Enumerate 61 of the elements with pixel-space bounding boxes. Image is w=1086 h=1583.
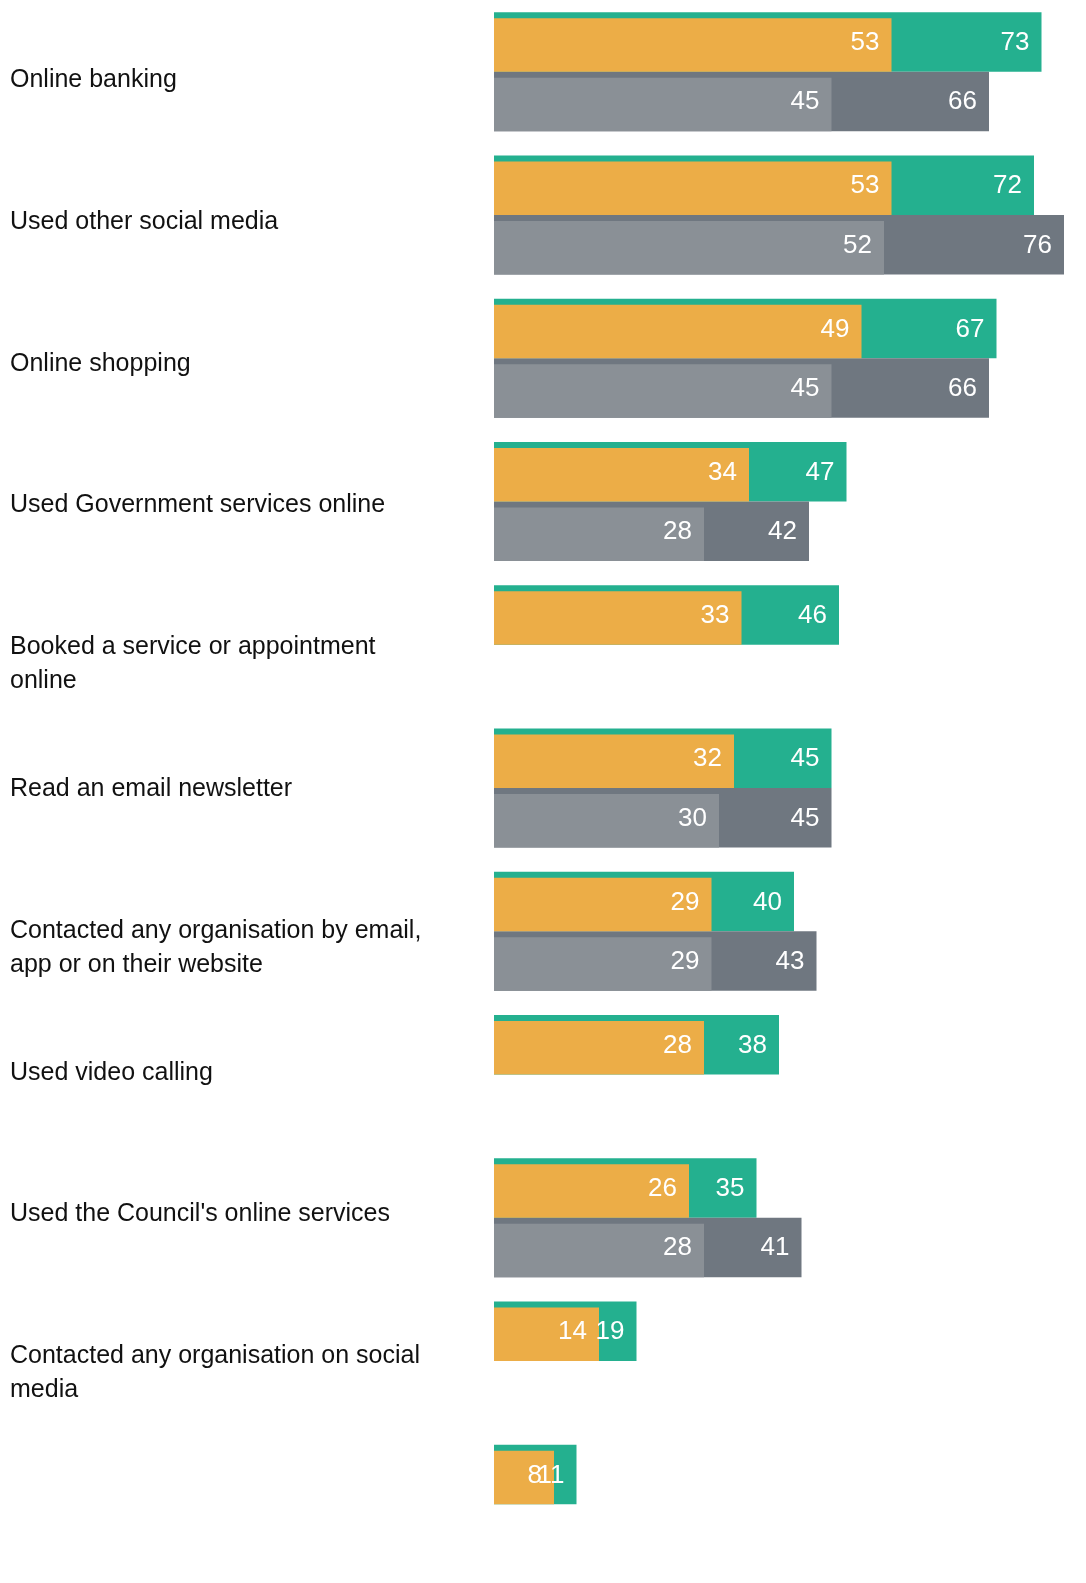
data-label: 29 xyxy=(670,944,700,975)
bar xyxy=(494,1223,704,1278)
data-label: 28 xyxy=(663,1028,692,1059)
data-label: 14 xyxy=(558,1315,587,1346)
data-label: 41 xyxy=(760,1231,790,1262)
data-label: 42 xyxy=(768,515,797,546)
y-tick-label: Read an email newsletter xyxy=(10,773,293,801)
data-label: 47 xyxy=(805,455,835,486)
data-label: 67 xyxy=(955,312,985,343)
bar xyxy=(494,304,862,359)
bar xyxy=(494,937,712,991)
bar xyxy=(494,1307,599,1361)
data-label: 73 xyxy=(1000,26,1030,57)
bar xyxy=(494,877,712,932)
bar xyxy=(494,793,719,848)
data-label: 45 xyxy=(790,371,820,402)
data-label: 26 xyxy=(648,1172,677,1203)
y-tick-label: Used other social media xyxy=(10,205,279,234)
y-tick-label: Online shopping xyxy=(10,347,191,376)
bar xyxy=(494,364,832,418)
data-label: 30 xyxy=(678,801,707,832)
bar xyxy=(494,161,892,215)
data-label: 29 xyxy=(670,885,700,916)
bar xyxy=(494,220,884,275)
data-label: 66 xyxy=(948,85,977,116)
data-label: 8 xyxy=(527,1458,542,1489)
bar xyxy=(494,507,704,561)
y-tick-label: Booked a service or appointment online xyxy=(10,631,376,694)
data-label: 38 xyxy=(738,1028,767,1059)
y-tick-label: Contacted any organisation on social media xyxy=(10,1340,420,1403)
data-label: 53 xyxy=(850,169,880,200)
y-tick-label: Used video calling xyxy=(10,1056,213,1085)
data-label: 28 xyxy=(663,1231,692,1262)
data-label: 45 xyxy=(790,801,820,832)
bar xyxy=(494,447,749,502)
y-tick-label: Used Government services online xyxy=(10,489,386,518)
data-label: 28 xyxy=(663,515,692,546)
bar xyxy=(494,77,832,132)
data-label: 43 xyxy=(775,944,805,975)
data-label: 32 xyxy=(693,742,722,773)
bar xyxy=(494,18,892,72)
data-label: 52 xyxy=(843,228,872,259)
data-label: 49 xyxy=(820,312,850,343)
data-label: 34 xyxy=(708,455,737,486)
data-label: 33 xyxy=(700,599,730,630)
data-label: 72 xyxy=(993,169,1022,200)
bar xyxy=(494,1021,704,1075)
data-label: 45 xyxy=(790,85,820,116)
data-label: 66 xyxy=(948,371,977,402)
y-tick-label: Contacted any organisation by email, app or on their website xyxy=(10,914,422,977)
data-label: 46 xyxy=(798,599,827,630)
data-label: 53 xyxy=(850,26,880,57)
data-label: 35 xyxy=(715,1172,745,1203)
y-tick-label: Used the Council's online services xyxy=(10,1198,390,1227)
bar xyxy=(494,591,742,645)
data-label: 40 xyxy=(753,885,782,916)
bar xyxy=(494,734,734,788)
y-tick-label: Online banking xyxy=(10,63,177,92)
data-label: 45 xyxy=(790,742,820,773)
bar xyxy=(494,1164,689,1218)
data-label: 76 xyxy=(1023,228,1052,259)
